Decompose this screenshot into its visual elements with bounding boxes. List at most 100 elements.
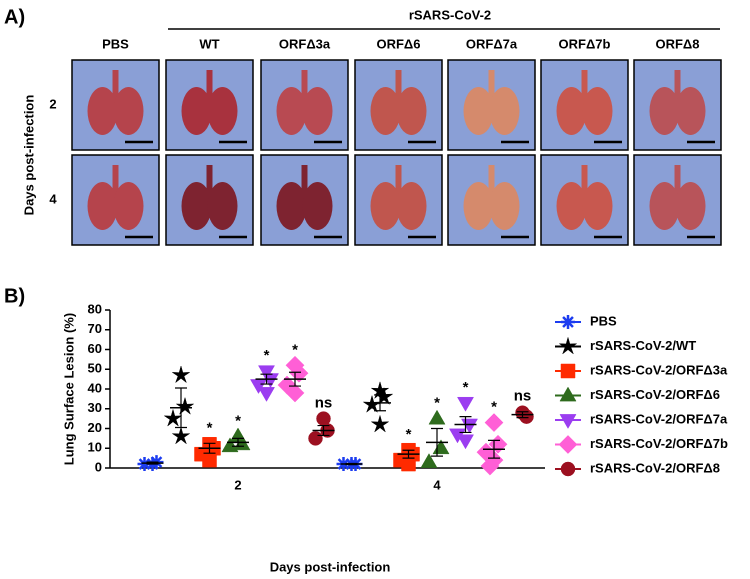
- x-tick-label: 2: [234, 477, 241, 492]
- column-header: ORFΔ7a: [466, 36, 518, 51]
- trachea: [581, 70, 588, 100]
- legend-label: rSARS-CoV-2/ORFΔ3a: [590, 362, 728, 377]
- error-bar: [431, 427, 443, 457]
- column-header: WT: [199, 36, 219, 51]
- trachea: [301, 70, 308, 100]
- y-tick-label: 10: [88, 440, 102, 455]
- column-header: ORFΔ7b: [559, 36, 611, 51]
- group-label: rSARS-CoV-2: [409, 7, 491, 22]
- lung-lobe: [207, 87, 238, 135]
- significance-label: *: [207, 419, 213, 436]
- data-point: [308, 431, 323, 446]
- data-point: [370, 414, 390, 433]
- data-point: [428, 409, 446, 425]
- legend-label: rSARS-CoV-2/ORFΔ7b: [590, 436, 728, 451]
- lung-lobe: [370, 182, 401, 230]
- legend-label: rSARS-CoV-2/ORFΔ6: [590, 387, 720, 402]
- lung-lobe: [582, 87, 613, 135]
- column-header: ORFΔ6: [376, 36, 420, 51]
- data-point: [457, 434, 474, 450]
- data-point: [285, 383, 305, 403]
- error-bar: [175, 387, 187, 429]
- legend-marker: [559, 414, 577, 429]
- data-point: [137, 457, 152, 472]
- lung-lobe: [207, 182, 238, 230]
- column-header: ORFΔ8: [655, 36, 699, 51]
- row-label: 4: [49, 191, 57, 206]
- y-tick-label: 50: [88, 361, 102, 376]
- lung-lobe: [302, 87, 333, 135]
- data-point: [457, 396, 474, 412]
- lung-lobe: [556, 87, 587, 135]
- lung-lobe: [181, 87, 212, 135]
- lung-lobe: [489, 87, 520, 135]
- significance-label: ns: [315, 395, 333, 412]
- trachea: [488, 165, 495, 195]
- y-tick-label: 0: [95, 459, 102, 474]
- trachea: [581, 165, 588, 195]
- lung-lobe: [87, 87, 118, 135]
- data-point: [202, 452, 217, 468]
- lung-lobe: [396, 87, 427, 135]
- lung-lobe: [113, 87, 144, 135]
- lung-lobe: [302, 182, 333, 230]
- significance-label: *: [434, 395, 440, 412]
- data-point: [316, 411, 331, 426]
- data-point: [171, 365, 191, 384]
- data-point: [374, 386, 394, 406]
- row-label: 2: [49, 96, 56, 111]
- row-axis-label: Days post-infection: [21, 95, 36, 216]
- data-point: [258, 387, 275, 402]
- data-point: [480, 456, 500, 476]
- legend-marker: [559, 386, 577, 402]
- trachea: [301, 165, 308, 195]
- lung-lobe: [276, 87, 307, 135]
- y-axis-label: Lung Surface Lesion (%): [61, 313, 76, 465]
- error-bar: [317, 424, 330, 437]
- legend-label: rSARS-CoV-2/ORFΔ8: [590, 460, 720, 475]
- significance-label: *: [491, 399, 497, 416]
- data-point: [175, 396, 195, 415]
- trachea: [674, 165, 681, 195]
- lung-lobe: [675, 182, 706, 230]
- y-tick-label: 70: [88, 321, 102, 336]
- significance-label: *: [406, 426, 412, 443]
- error-bar: [203, 442, 216, 454]
- column-header: ORFΔ3a: [279, 36, 331, 51]
- lung-lobe: [556, 182, 587, 230]
- trachea: [395, 70, 402, 100]
- error-bar: [260, 373, 273, 385]
- y-tick-label: 60: [88, 341, 102, 356]
- lung-lobe: [649, 87, 680, 135]
- significance-label: *: [264, 347, 270, 364]
- lung-lobe: [181, 182, 212, 230]
- y-tick-label: 20: [88, 420, 102, 435]
- error-bar: [402, 449, 415, 459]
- panel-label: A): [4, 6, 25, 28]
- error-bar: [459, 416, 472, 434]
- data-point: [258, 365, 275, 381]
- legend-label: PBS: [590, 313, 617, 328]
- trachea: [112, 70, 119, 100]
- y-tick-label: 80: [88, 301, 102, 316]
- lung-lobe: [113, 182, 144, 230]
- x-axis-label: Days post-infection: [270, 559, 391, 574]
- lung-lobe: [370, 87, 401, 135]
- error-bar: [289, 371, 301, 387]
- error-bar: [374, 394, 386, 412]
- lung-lobe: [463, 87, 494, 135]
- trachea: [206, 165, 213, 195]
- lung-lobe: [396, 182, 427, 230]
- lung-lobe: [675, 87, 706, 135]
- column-header: PBS: [102, 36, 129, 51]
- error-bar: [232, 437, 244, 447]
- trachea: [112, 165, 119, 195]
- error-bar: [488, 439, 500, 459]
- significance-label: ns: [514, 388, 532, 405]
- data-point: [420, 453, 438, 468]
- lung-lobe: [649, 182, 680, 230]
- significance-label: *: [235, 412, 241, 429]
- y-tick-label: 40: [88, 380, 102, 395]
- data-point: [401, 456, 416, 472]
